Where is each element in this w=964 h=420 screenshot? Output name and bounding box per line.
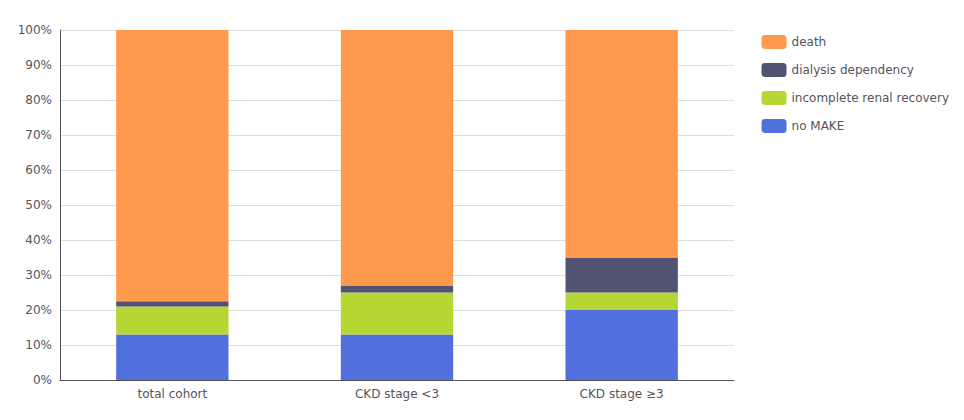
svg-text:50%: 50% [25,198,52,212]
svg-text:0%: 0% [33,373,52,387]
svg-text:40%: 40% [25,233,52,247]
svg-text:CKD stage ≥3: CKD stage ≥3 [580,387,664,401]
svg-text:CKD stage <3: CKD stage <3 [355,387,439,401]
svg-text:20%: 20% [25,303,52,317]
svg-text:dialysis dependency: dialysis dependency [792,63,914,77]
svg-text:30%: 30% [25,268,52,282]
svg-text:80%: 80% [25,93,52,107]
svg-text:10%: 10% [25,338,52,352]
svg-text:70%: 70% [25,128,52,142]
svg-text:death: death [792,35,827,49]
svg-text:100%: 100% [18,23,52,37]
svg-text:90%: 90% [25,58,52,72]
svg-text:incomplete renal recovery: incomplete renal recovery [792,91,949,105]
svg-text:no MAKE: no MAKE [792,119,845,133]
svg-text:total cohort: total cohort [137,387,207,401]
svg-text:60%: 60% [25,163,52,177]
